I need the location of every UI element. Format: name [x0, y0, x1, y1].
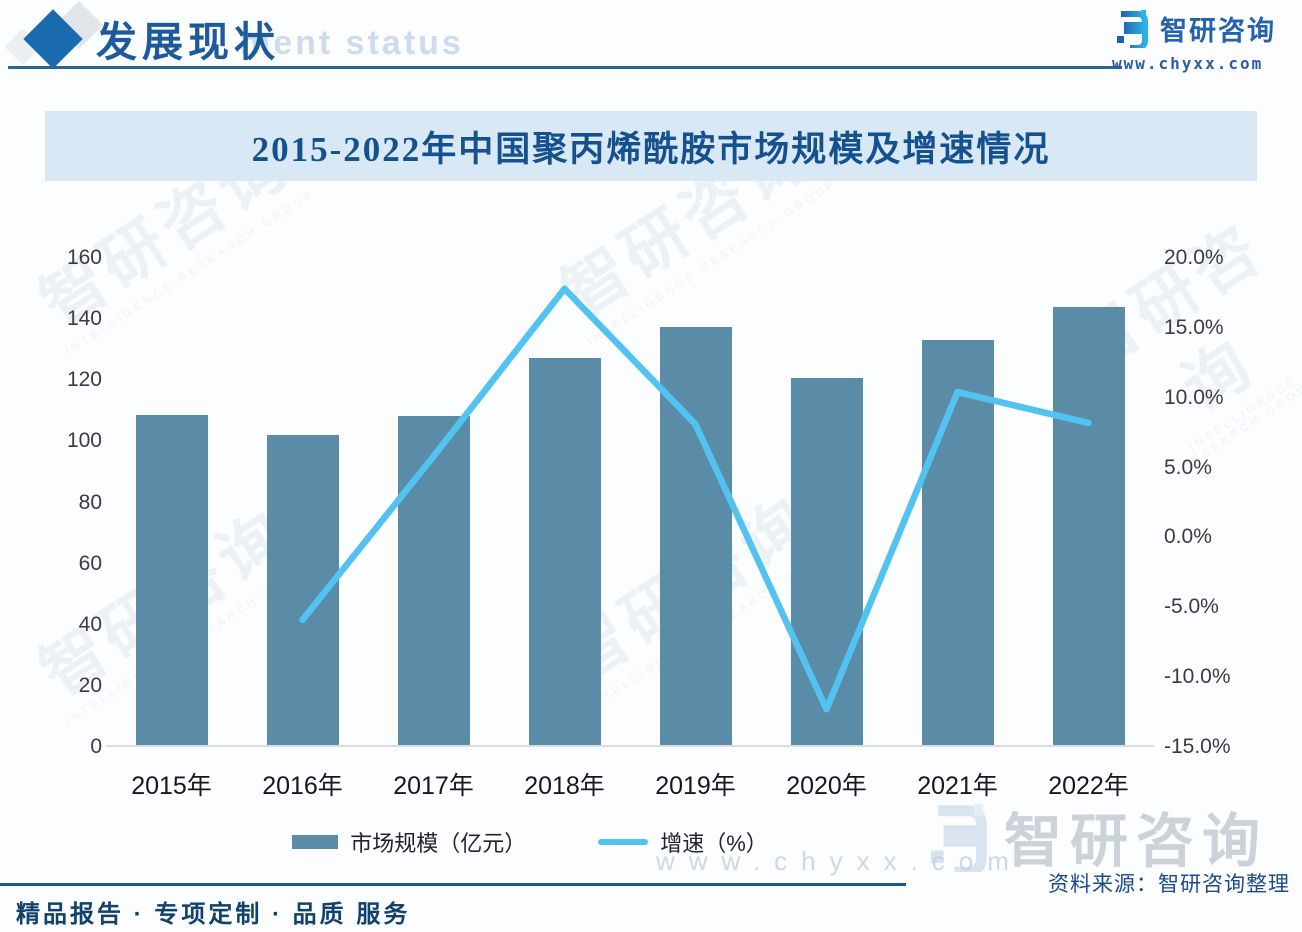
- axis-tick-label: 100: [66, 429, 102, 453]
- brand-name: 智研咨询: [1160, 15, 1276, 46]
- axis-tick-label: 120: [66, 368, 102, 392]
- axis-tick-label: 160: [66, 246, 102, 269]
- page-title: 发展现状: [96, 19, 280, 65]
- plot-area: [106, 258, 1154, 747]
- header-divider: [8, 66, 1122, 69]
- brand-block: 智研咨询 www.chyxx.com: [1112, 8, 1294, 73]
- data-source-label: 资料来源：智研咨询整理: [1048, 873, 1290, 896]
- axis-tick-label: -5.0%: [1164, 595, 1219, 619]
- x-axis-label: 2019年: [655, 772, 736, 800]
- legend-label: 增速（%）: [660, 831, 768, 856]
- x-axis-label: 2022年: [1048, 772, 1129, 800]
- brand-url: www.chyxx.com: [1112, 54, 1264, 73]
- axis-tick-label: 0.0%: [1164, 525, 1212, 549]
- x-axis-label: 2016年: [262, 772, 343, 800]
- x-axis-label: 2015年: [131, 772, 212, 800]
- bar-2015年: [135, 414, 208, 745]
- chart-title: 2015-2022年中国聚丙烯酰胺市场规模及增速情况: [251, 129, 1051, 169]
- left-axis-ticks: 160 140 120 100 80 60 40 20 0: [52, 246, 102, 758]
- x-axis-label: 2021年: [917, 772, 998, 800]
- right-axis-ticks: 20.0% 15.0% 10.0% 5.0% 0.0% -5.0% -10.0% -15.0%: [1164, 246, 1248, 758]
- x-axis-label: 2020年: [786, 772, 867, 800]
- x-axis-label: 2018年: [524, 772, 605, 800]
- bar-2018年: [528, 358, 601, 745]
- axis-tick-label: 0: [90, 735, 102, 758]
- x-axis-label: 2017年: [393, 772, 474, 800]
- growth-line: [299, 285, 1092, 713]
- axis-tick-label: 15.0%: [1164, 315, 1224, 339]
- axis-tick-label: 20.0%: [1164, 246, 1224, 269]
- axis-tick-label: 10.0%: [1164, 385, 1224, 409]
- axis-tick-label: 60: [78, 551, 102, 575]
- axis-tick-label: 40: [78, 612, 102, 636]
- bar-2022年: [1052, 307, 1125, 745]
- legend-item-growth: 增速（%）: [598, 826, 768, 858]
- bar-2021年: [921, 340, 994, 745]
- bar-swatch-icon: [292, 835, 339, 849]
- legend-label: 市场规模（亿元）: [350, 831, 527, 856]
- chart-title-band: 2015-2022年中国聚丙烯酰胺市场规模及增速情况: [45, 111, 1257, 181]
- axis-tick-label: 5.0%: [1164, 455, 1212, 479]
- legend-item-market-size: 市场规模（亿元）: [292, 826, 526, 858]
- bar-2020年: [790, 378, 863, 745]
- legend: 市场规模（亿元） 增速（%）: [0, 826, 1060, 858]
- axis-tick-label: -15.0%: [1164, 735, 1231, 758]
- zhiyan-logo-icon: [1117, 10, 1148, 48]
- axis-tick-label: 20: [78, 673, 102, 697]
- header-ghost-subtitle: ment status: [240, 24, 464, 62]
- axis-tick-label: 140: [66, 307, 102, 331]
- axis-tick-label: 80: [78, 490, 102, 514]
- bar-2017年: [397, 416, 470, 745]
- axis-tick-label: -10.0%: [1164, 665, 1231, 689]
- footer-tagline: 精品报告 · 专项定制 · 品质 服务: [16, 901, 411, 928]
- x-axis: 2015年 2016年 2017年 2018年 2019年 2020年 2021年 2022年: [106, 766, 1154, 802]
- footer-divider: [0, 883, 906, 886]
- line-swatch-icon: [598, 839, 649, 845]
